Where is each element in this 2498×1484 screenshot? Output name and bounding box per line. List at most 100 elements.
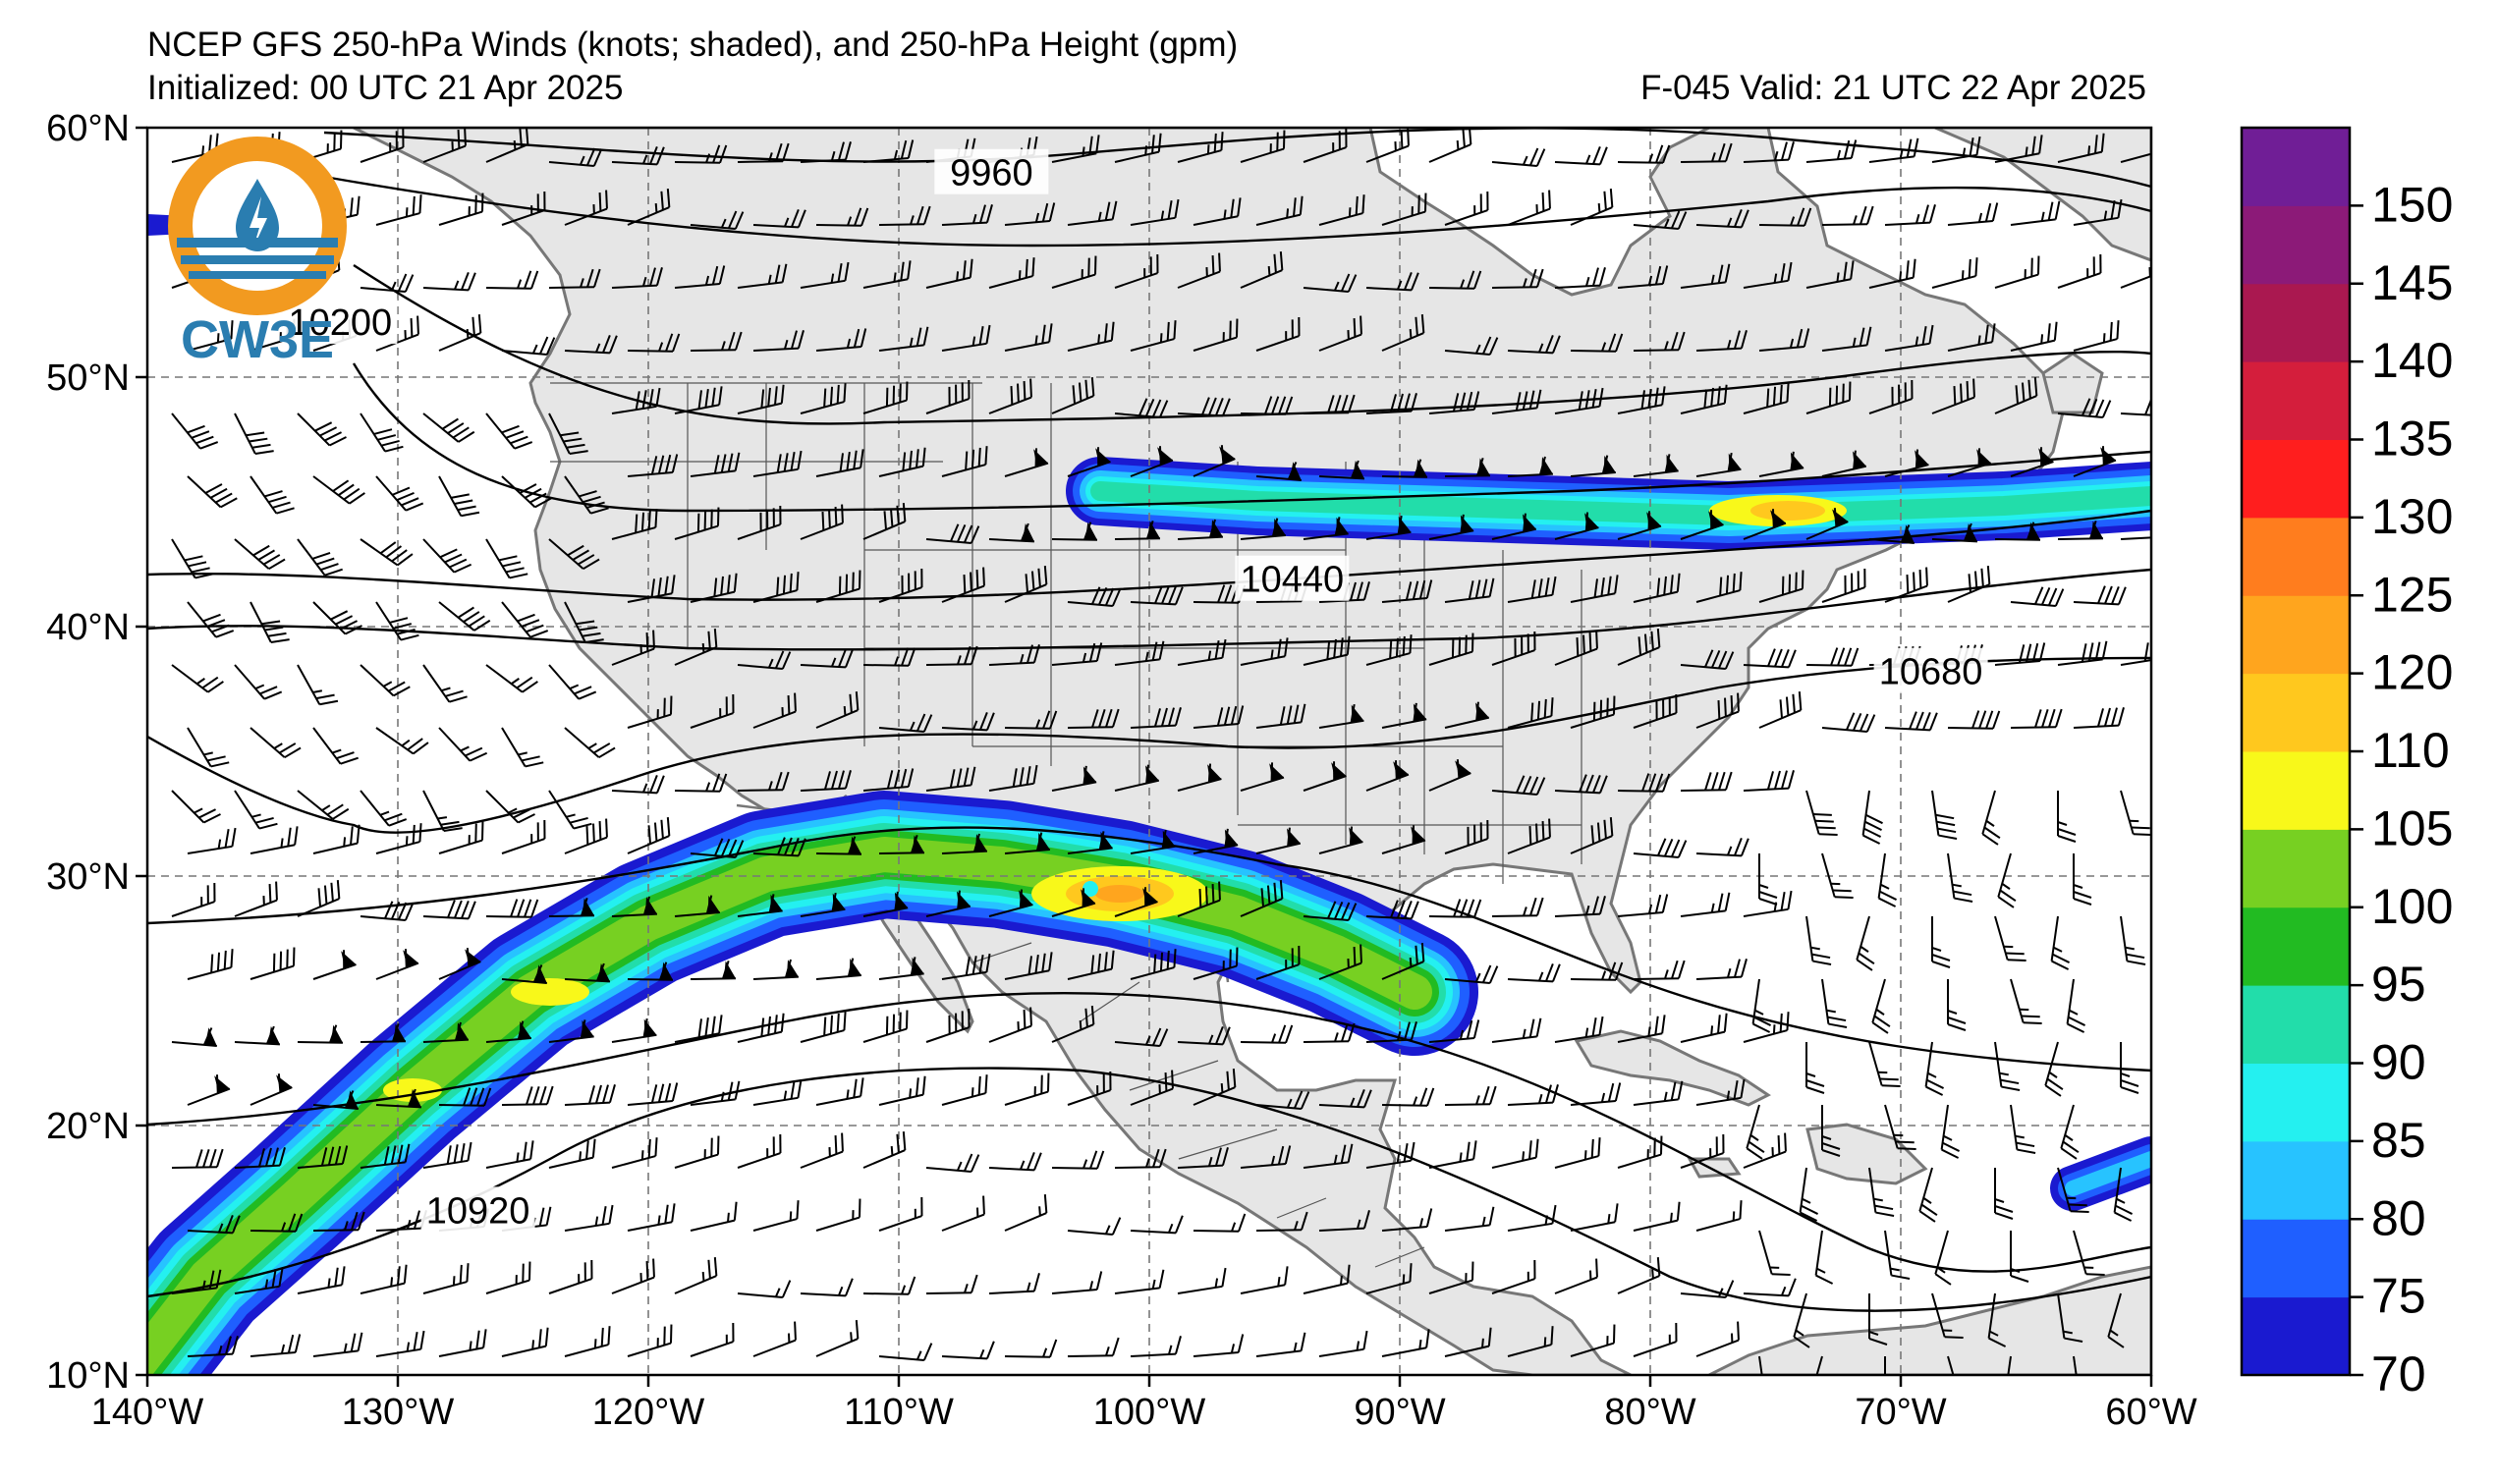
colorbar-label: 80 [2371, 1190, 2426, 1245]
wind-barb [752, 959, 799, 980]
wind-barb [878, 1197, 923, 1232]
wind-barb [1444, 1085, 1497, 1106]
wind-barb [1554, 896, 1606, 917]
wind-barb [1758, 207, 1812, 227]
wind-barb [815, 1198, 861, 1232]
wind-barb [1067, 708, 1120, 729]
wind-barb [878, 835, 925, 854]
wind-barb [1680, 892, 1731, 917]
lon-tick-label: 100°W [1093, 1392, 1206, 1433]
wind-barb [1507, 576, 1557, 603]
wind-barb [1365, 760, 1410, 792]
wind-barb [1303, 1264, 1351, 1294]
wind-barb [690, 452, 741, 477]
wind-barb [297, 1266, 346, 1294]
wind-barb [1994, 915, 2026, 962]
jet-core-patch [511, 978, 589, 1006]
wind-barb [627, 817, 671, 854]
wind-barb [1177, 763, 1222, 792]
wind-barb [1931, 790, 1958, 840]
wind-barb [2010, 1231, 2029, 1283]
wind-barb [627, 189, 671, 226]
wind-barb [360, 901, 415, 922]
wind-barb [941, 1074, 988, 1106]
wind-barb [548, 1260, 593, 1294]
contour-label-9960: 9960 [934, 148, 1049, 194]
wind-barb [1428, 899, 1482, 918]
wind-barb [312, 1332, 363, 1357]
colorbar-label: 130 [2371, 489, 2453, 544]
land-layer [353, 128, 2151, 1375]
wind-barb [1554, 387, 1604, 414]
wind-barb [1491, 897, 1544, 917]
wind-barb [1758, 691, 1803, 729]
wind-barb [1114, 254, 1159, 289]
wind-barb [1758, 451, 1804, 477]
wind-barb [187, 727, 230, 768]
wind-barb [941, 567, 985, 603]
lon-tick-label: 140°W [91, 1392, 204, 1433]
wind-barb [1868, 1293, 1888, 1346]
wind-barb [1365, 393, 1417, 414]
wind-barb [1799, 1167, 1819, 1222]
wind-barb [1947, 1355, 1962, 1375]
height-contour-9960 [323, 128, 2151, 189]
wind-barb [690, 694, 735, 729]
wind-barb [1255, 703, 1306, 729]
colorbar-label: 95 [2371, 957, 2426, 1012]
wind-barb [1947, 710, 2001, 730]
wind-barb [1695, 1200, 1743, 1232]
wind-barb [1444, 964, 1499, 985]
wind-barb [1805, 1042, 1825, 1094]
contour-label-10680: 10680 [1873, 647, 1988, 693]
wind-barb [360, 273, 415, 294]
wind-barb [548, 268, 601, 289]
wind-barb [1130, 1070, 1174, 1106]
wind-barb [1114, 887, 1158, 917]
lon-tick-label: 60°W [2105, 1392, 2196, 1433]
wind-barb [1428, 632, 1474, 666]
wind-barb [2073, 1230, 2105, 1277]
wind-barb [2010, 708, 2063, 729]
wind-barb [1554, 1258, 1598, 1294]
wind-barb [1570, 1203, 1619, 1232]
wind-barb [1868, 524, 1915, 545]
wind-barb [862, 1010, 909, 1043]
wind-barb [2120, 144, 2151, 163]
wind-barb [312, 950, 357, 980]
wind-barb [674, 144, 728, 164]
wind-barb [485, 790, 535, 824]
wind-barb [1743, 1132, 1787, 1169]
wind-barb [1491, 1138, 1539, 1169]
wind-barb [1428, 128, 1472, 163]
wind-barb [1177, 1267, 1227, 1294]
wind-barb [171, 1269, 222, 1294]
wind-barb [1633, 331, 1686, 352]
wind-barb [1994, 1041, 2021, 1091]
wind-barb [1947, 448, 1992, 477]
wind-barb [2057, 1167, 2089, 1214]
wind-barb [1695, 572, 1743, 603]
wind-barb [1884, 1104, 1916, 1151]
wind-barb [1004, 710, 1058, 730]
wind-barb [1633, 1080, 1684, 1106]
wind-barb [1554, 1137, 1601, 1169]
height-contour-labels: 9960 10200 10440 10680 10920 [283, 148, 1988, 1233]
wind-barb [1067, 1072, 1112, 1106]
wind-barb [1130, 446, 1174, 477]
wind-barb [564, 1084, 616, 1106]
wind-barb [297, 1024, 344, 1044]
wind-barb [1381, 314, 1425, 352]
wind-barb [485, 899, 539, 918]
wind-barb [375, 1330, 425, 1357]
wind-barb [1177, 519, 1223, 540]
wind-barb [297, 880, 341, 917]
wind-barb [187, 320, 234, 352]
wind-barbs [171, 128, 2151, 1375]
wind-barb [941, 712, 995, 732]
logo-text: CW3E [181, 310, 334, 369]
wind-barb [1381, 192, 1427, 226]
wind-barb [1821, 1105, 1841, 1157]
wind-barb [1177, 397, 1231, 417]
wind-barb [548, 147, 603, 168]
